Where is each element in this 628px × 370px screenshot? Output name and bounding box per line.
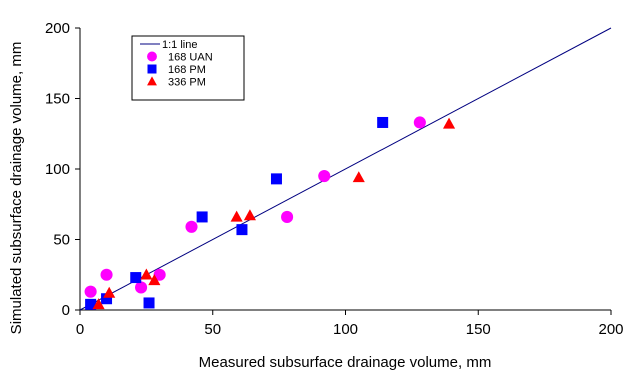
data-point-triangle [92, 298, 105, 310]
one-to-one-line [79, 27, 612, 311]
y-tick-label: 0 [62, 302, 70, 319]
data-point-triangle [148, 274, 161, 286]
y-tick-label: 100 [45, 161, 70, 178]
data-point-square [377, 116, 389, 128]
data-point-triangle [230, 210, 243, 222]
x-tick-label: 0 [76, 321, 84, 338]
data-point-square [196, 211, 208, 223]
legend-swatch-circle [147, 51, 157, 62]
legend-label: 336 PM [168, 77, 206, 89]
legend-label: 1:1 line [162, 39, 197, 51]
data-point-triangle [352, 171, 365, 183]
data-point-circle [281, 210, 294, 223]
data-point-triangle [243, 209, 256, 221]
data-point-circle [413, 116, 426, 129]
data-point-square [143, 297, 155, 309]
data-point-triangle [442, 117, 456, 129]
x-tick-label: 100 [333, 321, 358, 338]
legend-label: 168 UAN [168, 52, 213, 64]
y-tick-label: 200 [45, 20, 70, 37]
y-tick-label: 150 [45, 91, 70, 108]
x-tick-label: 200 [598, 321, 623, 338]
data-point-circle [153, 268, 166, 281]
data-point-triangle [140, 268, 153, 280]
data-point-square [130, 272, 142, 284]
data-point-square [101, 293, 113, 305]
reference-line-layer [79, 27, 612, 311]
legend-swatch-triangle [147, 76, 157, 86]
legend-swatch-square [147, 64, 157, 74]
axes: 0 50 100 150 200 0 50 100 150 200 [45, 20, 624, 338]
data-point-circle [185, 220, 198, 233]
legend-label: 168 PM [168, 64, 206, 76]
x-tick-label: 150 [466, 321, 491, 338]
data-points-layer [84, 116, 456, 310]
data-point-circle [318, 170, 331, 183]
data-point-circle [135, 281, 148, 294]
data-point-circle [84, 285, 97, 298]
y-tick-label: 50 [53, 232, 70, 249]
data-point-square [270, 173, 282, 185]
data-point-square [85, 298, 97, 310]
data-point-circle [100, 268, 113, 281]
y-axis-title: Simulated subsurface drainage volume, mm [8, 42, 25, 335]
data-point-square [236, 224, 248, 236]
x-tick-label: 50 [204, 321, 221, 338]
x-axis-title: Measured subsurface drainage volume, mm [199, 354, 492, 370]
data-point-triangle [103, 286, 116, 298]
